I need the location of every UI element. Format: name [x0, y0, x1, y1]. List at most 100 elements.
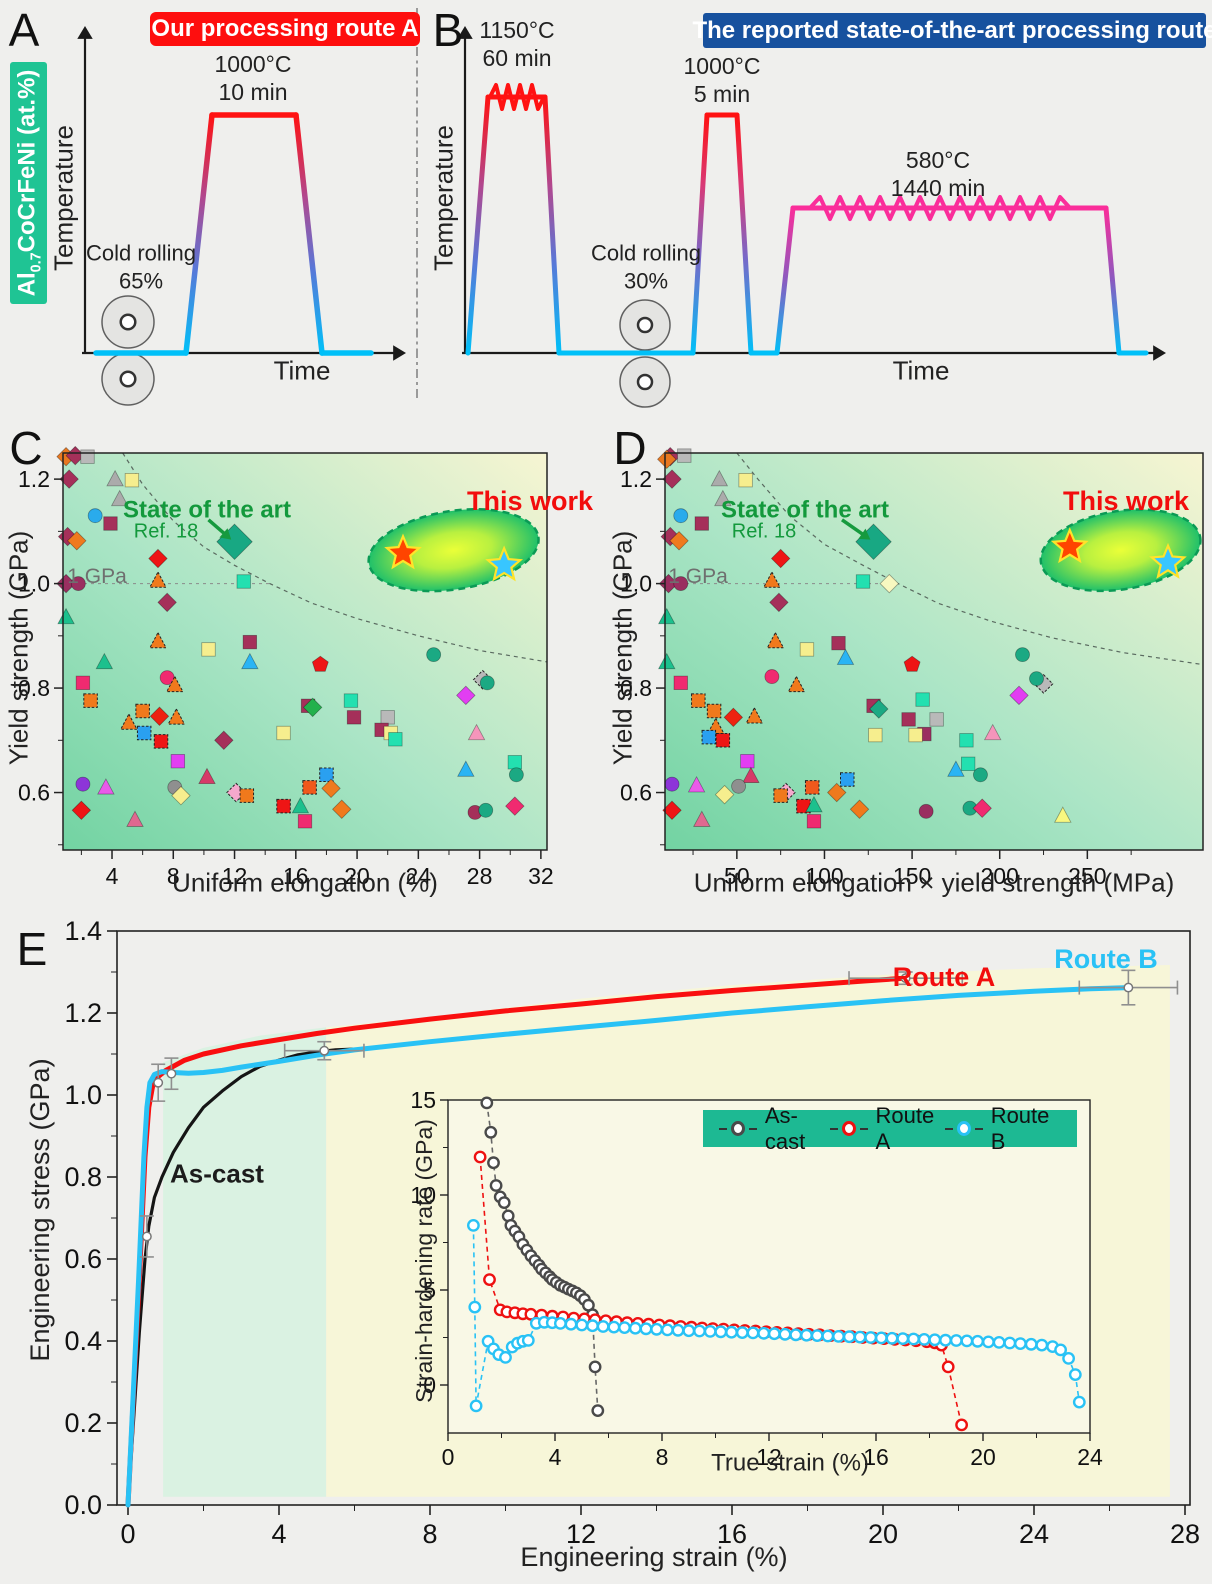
cold-rolling-roll-icon [619, 356, 671, 408]
scatter-points [657, 446, 1072, 829]
scatter-point [973, 767, 988, 783]
legend-label: As-cast [764, 1102, 806, 1154]
series-marker [639, 1322, 653, 1336]
series-marker [628, 1321, 642, 1335]
scatter-point [731, 778, 747, 794]
scatter-point [508, 767, 524, 783]
legend-label: Route A [875, 1102, 935, 1154]
scatter-points [56, 445, 525, 829]
panel-b-anneal3-time: 1440 min [890, 174, 986, 201]
x-tick-label: 8 [422, 1519, 437, 1549]
scatter-point [302, 780, 317, 795]
series-marker [468, 1300, 482, 1314]
legend-dash-icon [859, 1127, 868, 1130]
x-tick-label: 50 [724, 863, 750, 889]
panel-a-ylabel: Temperature [48, 125, 79, 271]
scatter-point [687, 776, 706, 793]
panel-e-letter: E [16, 923, 48, 975]
scatter-point [343, 693, 359, 708]
series-marker [725, 1325, 738, 1339]
series-marker [778, 1327, 792, 1341]
series-marker [575, 1318, 589, 1332]
scatter-point [83, 693, 98, 708]
x-tick-label: 8 [167, 863, 180, 889]
scatter-point [214, 730, 234, 751]
series-marker [1054, 1343, 1068, 1357]
series-marker [800, 1328, 813, 1342]
legend-item-as-cast: As-cast [719, 1103, 830, 1155]
scatter-point [869, 699, 889, 719]
curve-fall [1103, 205, 1122, 356]
x-tick-label: 28 [467, 863, 493, 889]
panel-d-ylabel: Yield strength (GPa) [607, 530, 638, 766]
series-marker [703, 1324, 717, 1338]
series-marker [618, 1321, 631, 1334]
error-marker [141, 1231, 152, 1242]
scatter-point [135, 703, 150, 719]
curve-rise [183, 112, 215, 356]
scatter-point [662, 469, 682, 489]
series-marker [907, 1332, 920, 1346]
series-marker [928, 1333, 942, 1347]
scatter-point [67, 531, 87, 551]
series-marker [483, 1273, 496, 1286]
series-marker [473, 1150, 487, 1164]
panel-d-1gpa-label: 1 GPa [668, 564, 728, 588]
inset-xlabel: True strain (%) [711, 1449, 869, 1477]
scatter-point [773, 788, 788, 803]
legend-dash-icon [719, 1127, 727, 1130]
panel-c-xlabel: Uniform elongation (%) [172, 867, 438, 898]
curve-rise [774, 205, 796, 356]
inset-y-tick-label: 10 [410, 1182, 436, 1208]
scatter-point [106, 469, 124, 487]
scatter-point [742, 766, 760, 783]
scatter-point [239, 788, 255, 803]
series-marker [693, 1324, 706, 1338]
inset-x-tick-label: 12 [756, 1444, 782, 1470]
scatter-point [136, 725, 152, 741]
scatter-point [198, 767, 216, 785]
panel-b-letter: B [432, 4, 464, 56]
scatter-point [57, 607, 75, 625]
scatter-point [715, 733, 731, 748]
scatter-point [762, 571, 781, 588]
y-tick-label: 0.6 [64, 1244, 102, 1274]
legend-marker-route-b-icon [956, 1121, 971, 1136]
scatter-point [1009, 685, 1029, 706]
series-marker [469, 1399, 483, 1413]
series-marker [466, 1218, 480, 1232]
panel-b-xlabel: Time [892, 355, 950, 386]
scatter-point [95, 652, 114, 670]
scatter-point [918, 803, 934, 819]
cold-rolling-roll-icon [101, 352, 155, 406]
series-marker [682, 1324, 696, 1338]
x-tick-label: 250 [1068, 863, 1106, 889]
x-tick-label: 150 [893, 863, 931, 889]
series-marker [1068, 1368, 1082, 1381]
scatter-point [673, 675, 688, 690]
panel-d-sota-ref: Ref. 18 [731, 520, 797, 543]
scatter-point [75, 675, 91, 690]
y-tick-label: 0.8 [18, 675, 50, 701]
series-marker [596, 1320, 610, 1333]
scatter-point [901, 712, 916, 727]
scatter-point [97, 778, 115, 795]
scatter-point [80, 449, 95, 464]
scatter-point [1015, 647, 1030, 663]
scatter-point [961, 756, 976, 771]
arrowhead-icon [219, 528, 232, 540]
scatter-point [723, 707, 744, 728]
inset-x-tick-label: 20 [970, 1444, 996, 1470]
legend-dash-icon [944, 1127, 953, 1130]
scatter-point [346, 710, 362, 725]
as-cast-curve-label: As-cast [170, 1158, 264, 1189]
cold-rolling-roll-icon [101, 295, 155, 349]
scatter-point [119, 713, 138, 730]
scatter-point [804, 780, 820, 795]
scatter-point [478, 802, 494, 818]
scatter-point [740, 754, 755, 769]
scatter-point [669, 531, 689, 551]
series-marker [489, 1179, 503, 1192]
scatter-point [165, 675, 184, 693]
scatter-point [236, 574, 251, 589]
